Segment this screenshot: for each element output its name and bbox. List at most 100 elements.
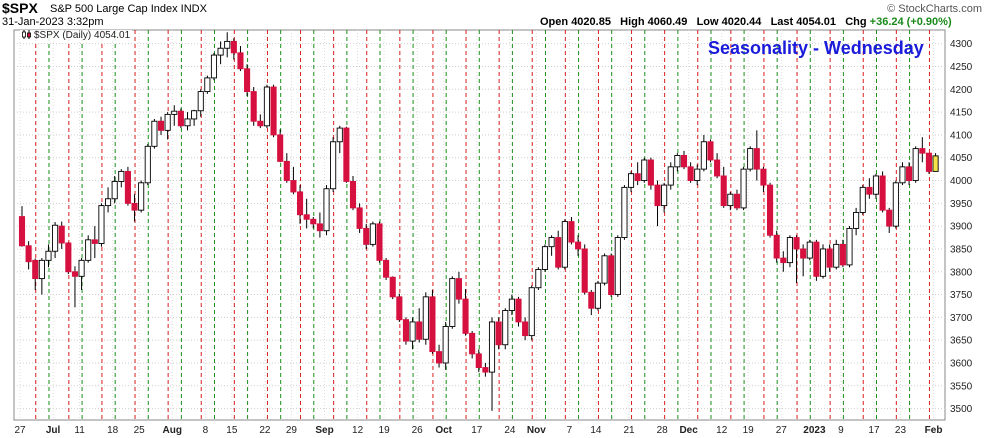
candle-body: [694, 168, 701, 181]
x-tick-label: 15: [226, 425, 238, 436]
x-tick-label: Aug: [163, 425, 182, 436]
candle-body: [277, 134, 284, 162]
x-tick-label: 29: [286, 425, 298, 436]
candle-body: [38, 259, 45, 280]
low-value: 4020.44: [721, 16, 762, 28]
candle-body: [78, 259, 85, 277]
x-tick-label: 12: [352, 425, 364, 436]
candle-body: [52, 224, 59, 252]
candle-body: [157, 120, 165, 131]
candle-body: [661, 184, 668, 207]
candle-body: [449, 278, 456, 327]
candle-body: [316, 223, 323, 232]
candle-body: [383, 259, 390, 278]
candle-body: [356, 207, 363, 229]
y-tick-label: 3800: [950, 267, 973, 278]
candle-body: [892, 182, 899, 227]
stockcharts-watermark: © StockCharts.com: [887, 3, 982, 15]
x-tick-label: 19: [743, 425, 755, 436]
candle-body: [363, 227, 370, 245]
candle-body: [833, 243, 840, 268]
candle-body: [151, 120, 158, 147]
y-tick-label: 3850: [950, 244, 973, 255]
candle-body: [859, 186, 866, 213]
candle-body: [747, 148, 754, 170]
chg-value: +36.24 (+0.90%): [869, 16, 952, 28]
candle-body: [224, 40, 231, 49]
chg-label: Chg: [845, 16, 867, 28]
candle-body: [422, 296, 429, 340]
candle-body: [369, 223, 376, 245]
candle-body: [429, 296, 436, 353]
candle-body: [687, 166, 694, 181]
candle-body: [416, 321, 423, 340]
candle-body: [522, 321, 529, 337]
y-tick-label: 3750: [950, 290, 973, 301]
candle-body: [18, 216, 26, 247]
candle-body: [634, 173, 641, 181]
y-tick-label: 4150: [950, 108, 973, 119]
candle-body: [919, 148, 926, 154]
candle-body: [568, 221, 575, 243]
high-value: 4060.49: [647, 16, 688, 28]
candle-body: [813, 241, 820, 277]
y-tick-label: 3700: [950, 313, 973, 324]
y-tick-label: 4300: [950, 39, 973, 50]
x-tick-label: 27: [776, 425, 788, 436]
candle-body: [773, 234, 780, 259]
x-tick-label: 2023: [803, 425, 826, 436]
candle-body: [594, 282, 601, 309]
candle-body: [58, 225, 65, 244]
candle-body: [336, 127, 343, 143]
candle-body: [349, 180, 357, 209]
y-tick-label: 4250: [950, 62, 973, 73]
candle-body: [515, 298, 522, 323]
x-tick-label: Nov: [527, 425, 546, 436]
candle-body: [846, 227, 853, 266]
chart-header: $SPX S&P 500 Large Cap Index INDX 31-Jan…: [0, 0, 990, 30]
candle-body: [555, 237, 562, 268]
quote-datetime: 31-Jan-2023 3:32pm: [2, 16, 104, 28]
candle-body: [502, 310, 509, 346]
ticker-name: S&P 500 Large Cap Index INDX: [50, 3, 207, 15]
candle-body: [839, 243, 846, 266]
last-label: Last: [770, 16, 794, 28]
candle-body: [886, 209, 893, 227]
candle-body: [32, 259, 39, 280]
candle-body: [740, 168, 747, 209]
candle-body: [680, 154, 688, 168]
candle-body: [535, 269, 542, 289]
candle-body: [131, 202, 138, 211]
candle-body: [91, 239, 98, 244]
open-value: 4020.85: [571, 16, 611, 28]
candle-body: [508, 298, 515, 311]
x-tick-label: 19: [379, 425, 391, 436]
candle-body: [469, 332, 476, 355]
candle-body: [475, 353, 482, 368]
candle-body: [667, 166, 674, 186]
candle-body: [105, 198, 112, 207]
candle-body: [396, 296, 403, 321]
candle-body: [528, 287, 535, 337]
x-tick-label: Jul: [46, 425, 61, 436]
candle-body: [118, 170, 125, 182]
candle-body: [872, 175, 880, 195]
candle-body: [727, 193, 734, 207]
candle-body: [700, 141, 707, 170]
last-value: 4054.01: [796, 16, 837, 28]
candle-body: [111, 180, 118, 200]
candle-body: [250, 91, 257, 122]
candle-body: [303, 214, 310, 220]
candle-body: [588, 291, 595, 309]
candle-body: [462, 298, 469, 334]
candle-body: [627, 173, 635, 188]
candle-body: [575, 241, 582, 250]
low-label: Low: [696, 16, 719, 28]
candle-body: [853, 212, 860, 229]
candle-body: [343, 127, 350, 182]
candle-body: [98, 205, 105, 244]
candle-body: [608, 255, 615, 296]
candle-body: [442, 326, 449, 364]
high-label: High: [620, 16, 645, 28]
